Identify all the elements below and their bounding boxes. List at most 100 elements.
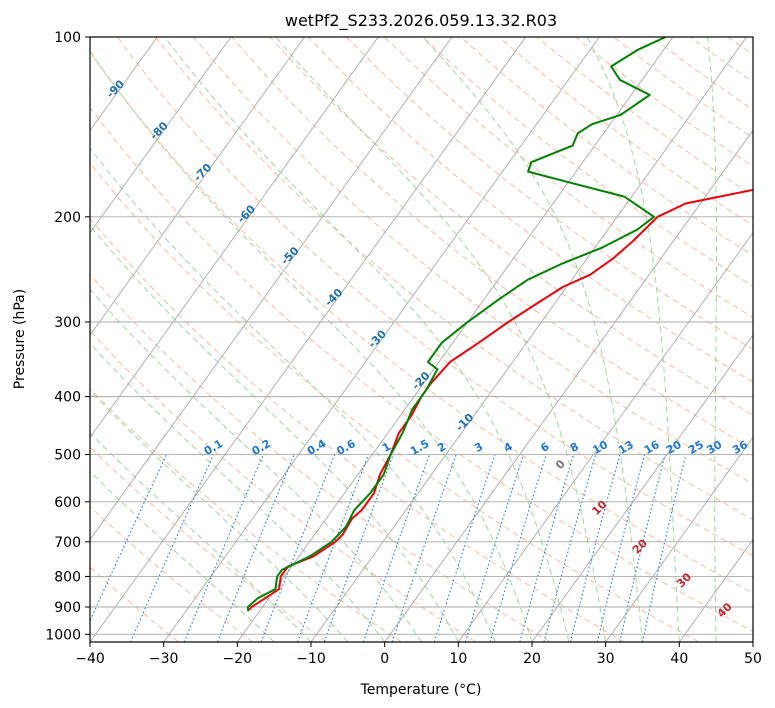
isotherm-label: -20 <box>409 369 432 392</box>
isotherm <box>384 129 753 642</box>
isotherm <box>531 334 753 642</box>
isotherm-label: -40 <box>322 286 345 309</box>
axes-layer: −40 −30 −20 −10 0 10 20 30 40 5010020030040050060… <box>45 30 762 667</box>
x-tick-label: 10 <box>449 651 467 667</box>
isotherm <box>163 37 600 642</box>
dry-adiabat <box>193 37 753 485</box>
moist-adiabat <box>90 49 533 642</box>
mixing-ratio-line <box>296 454 370 642</box>
mixing-ratio-label: 4 <box>502 440 515 455</box>
moist-adiabat-label: 30 <box>674 570 694 590</box>
mixing-ratio-line <box>391 454 457 642</box>
y-tick-label: 400 <box>54 390 81 406</box>
dry-adiabat <box>651 37 753 111</box>
dry-adiabat <box>766 37 775 642</box>
dry-adiabat <box>689 37 753 83</box>
mixing-ratio-line <box>183 454 264 642</box>
dry-adiabat <box>727 37 753 56</box>
moist-adiabat <box>90 224 459 642</box>
isotherm-label: -80 <box>147 119 170 142</box>
x-tick-label: −10 <box>296 651 326 667</box>
mixing-ratio-label: 6 <box>538 440 551 455</box>
isotherm-label: -30 <box>366 327 389 350</box>
y-tick-label: 700 <box>54 535 81 551</box>
x-tick-label: 40 <box>670 651 688 667</box>
mixing-ratio-line <box>642 454 687 642</box>
isotherm-label: -50 <box>278 244 301 267</box>
isotherm <box>0 37 10 642</box>
dry-adiabat <box>90 217 625 642</box>
isotherm-label: -10 <box>453 411 476 434</box>
moist-adiabat <box>90 288 422 642</box>
mixing-ratio-line <box>464 454 525 642</box>
isotherm-label: -60 <box>235 202 258 225</box>
moist-adiabat-label: 20 <box>630 536 650 556</box>
dry-adiabat <box>90 446 328 642</box>
y-tick-label: 200 <box>54 210 81 226</box>
y-tick-label: 500 <box>54 448 81 464</box>
x-tick-label: −20 <box>223 651 253 667</box>
mixing-ratio-line <box>519 454 575 642</box>
y-tick-label: 100 <box>54 30 81 46</box>
dry-adiabat <box>345 37 753 350</box>
series-layer <box>246 37 753 612</box>
isotherm <box>90 37 379 439</box>
plot-frame <box>89 36 754 643</box>
isotherm <box>605 436 753 642</box>
isotherm-label: -70 <box>191 161 214 184</box>
x-tick-label: −40 <box>75 651 105 667</box>
zero-label: 0 <box>553 457 568 472</box>
isotherm <box>90 37 232 234</box>
dry-adiabat <box>90 330 477 642</box>
dry-adiabat <box>536 37 753 197</box>
mixing-ratio-line <box>130 454 214 642</box>
mixing-ratio-line <box>362 454 431 642</box>
x-tick-label: 50 <box>744 651 762 667</box>
dry-adiabat <box>384 37 753 318</box>
isotherm <box>678 538 753 642</box>
mixing-ratio-line <box>216 454 295 642</box>
mixing-ratio-line <box>489 454 547 642</box>
dry-adiabat <box>90 162 700 642</box>
isotherm <box>90 37 453 541</box>
mixing-ratio-label: 2 <box>435 440 448 455</box>
y-tick-label: 600 <box>54 495 81 511</box>
moist-adiabat <box>90 470 275 642</box>
dry-adiabat <box>116 37 753 557</box>
x-tick-label: 0 <box>380 651 389 667</box>
x-tick-label: 20 <box>523 651 541 667</box>
background-labels: -100-90-80-70-60-50-40-30-20-1000.1 0.2 0.… <box>104 77 751 620</box>
moist-adiabat <box>90 147 496 642</box>
moist-adiabat <box>90 390 349 642</box>
y-tick-label: 800 <box>54 569 81 585</box>
moist-adiabat <box>586 37 680 642</box>
isotherm <box>90 37 305 336</box>
moist-adiabat-label: 40 <box>715 600 735 620</box>
x-tick-label: −30 <box>149 651 179 667</box>
background-lines <box>0 37 775 642</box>
isotherm <box>236 37 674 642</box>
mixing-ratio-line <box>569 454 621 642</box>
y-tick-label: 300 <box>54 315 81 331</box>
y-axis-label: Pressure (hPa) <box>12 289 28 389</box>
moist-adiabat <box>90 342 386 642</box>
dry-adiabat <box>90 51 753 594</box>
moist-adiabat <box>275 37 607 642</box>
mixing-ratio-line <box>543 454 597 642</box>
dewpoint-profile <box>246 37 667 612</box>
moist-adiabat <box>707 37 717 642</box>
mixing-ratio-line <box>323 454 394 642</box>
y-tick-label: 900 <box>54 600 81 616</box>
dry-adiabat <box>90 273 551 642</box>
x-axis-label: Temperature (°C) <box>360 682 482 698</box>
moist-adiabat <box>164 37 570 642</box>
isotherm <box>457 231 753 642</box>
dry-adiabat <box>155 37 753 521</box>
mixing-ratio-line <box>433 454 496 642</box>
isotherm <box>90 37 526 642</box>
mixing-ratio-label: 3 <box>472 440 485 455</box>
mixing-ratio-line <box>90 454 167 623</box>
dry-adiabat <box>90 106 753 632</box>
y-tick-label: 1000 <box>45 627 81 643</box>
